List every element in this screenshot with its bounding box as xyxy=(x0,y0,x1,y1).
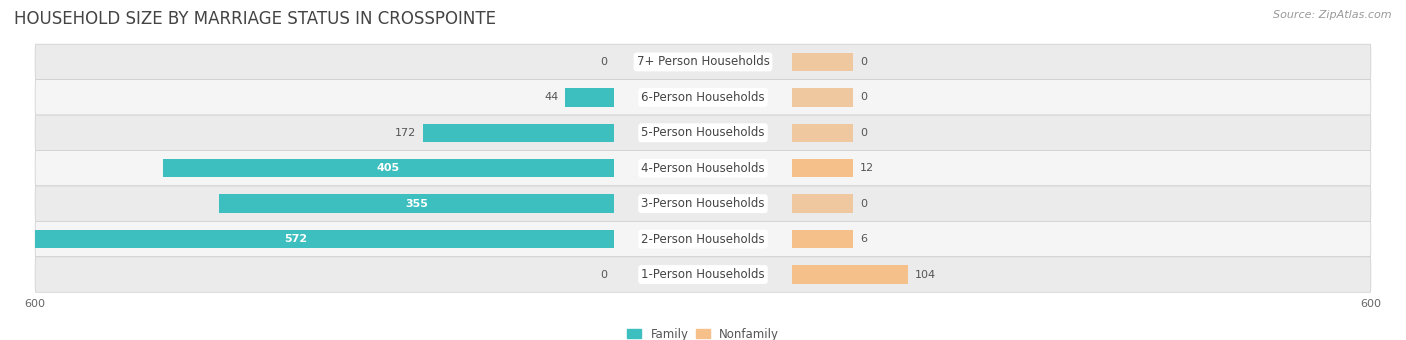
FancyBboxPatch shape xyxy=(35,151,1371,186)
Bar xyxy=(0,230,614,248)
Text: 6: 6 xyxy=(860,234,868,244)
Text: 44: 44 xyxy=(544,92,558,102)
Text: 0: 0 xyxy=(600,270,607,279)
Text: 6-Person Households: 6-Person Households xyxy=(641,91,765,104)
Bar xyxy=(792,53,853,71)
Bar xyxy=(219,194,614,213)
Bar xyxy=(792,159,853,177)
Text: 0: 0 xyxy=(860,92,868,102)
Text: 104: 104 xyxy=(914,270,935,279)
Text: 172: 172 xyxy=(395,128,416,138)
Text: 405: 405 xyxy=(377,163,401,173)
FancyBboxPatch shape xyxy=(35,115,1371,151)
Bar xyxy=(163,159,614,177)
Text: 572: 572 xyxy=(284,234,307,244)
Bar xyxy=(792,265,908,284)
Text: 3-Person Households: 3-Person Households xyxy=(641,197,765,210)
Text: 355: 355 xyxy=(405,199,427,209)
Bar xyxy=(792,88,853,106)
Text: HOUSEHOLD SIZE BY MARRIAGE STATUS IN CROSSPOINTE: HOUSEHOLD SIZE BY MARRIAGE STATUS IN CRO… xyxy=(14,10,496,28)
FancyBboxPatch shape xyxy=(35,44,1371,80)
Bar xyxy=(792,123,853,142)
Bar xyxy=(792,194,853,213)
Text: 2-Person Households: 2-Person Households xyxy=(641,233,765,245)
Text: 1-Person Households: 1-Person Households xyxy=(641,268,765,281)
Text: 0: 0 xyxy=(860,128,868,138)
Text: 0: 0 xyxy=(860,57,868,67)
Text: 0: 0 xyxy=(860,199,868,209)
Bar xyxy=(422,123,614,142)
Text: Source: ZipAtlas.com: Source: ZipAtlas.com xyxy=(1274,10,1392,20)
Text: 7+ Person Households: 7+ Person Households xyxy=(637,55,769,68)
Bar xyxy=(565,88,614,106)
Bar xyxy=(792,230,853,248)
Text: 4-Person Households: 4-Person Households xyxy=(641,162,765,175)
FancyBboxPatch shape xyxy=(35,186,1371,221)
FancyBboxPatch shape xyxy=(35,80,1371,115)
Text: 5-Person Households: 5-Person Households xyxy=(641,126,765,139)
FancyBboxPatch shape xyxy=(35,257,1371,292)
Legend: Family, Nonfamily: Family, Nonfamily xyxy=(621,323,785,340)
Text: 12: 12 xyxy=(860,163,875,173)
FancyBboxPatch shape xyxy=(35,221,1371,257)
Text: 0: 0 xyxy=(600,57,607,67)
